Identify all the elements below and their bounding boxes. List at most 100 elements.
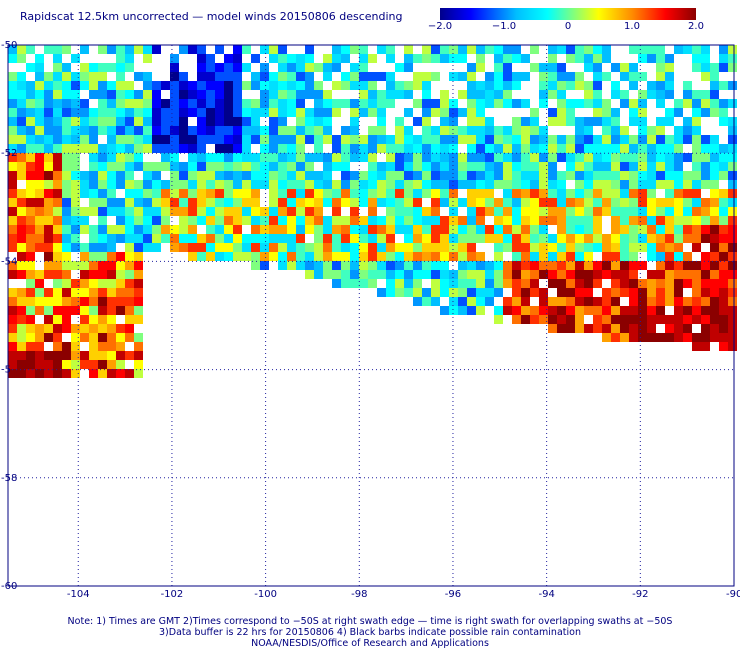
swath-cell bbox=[53, 189, 62, 198]
swath-cell bbox=[80, 225, 89, 234]
swath-cell bbox=[449, 279, 458, 288]
swath-cell bbox=[674, 306, 683, 315]
swath-cell bbox=[278, 126, 287, 135]
swath-cell bbox=[422, 297, 431, 306]
swath-cell bbox=[611, 171, 620, 180]
swath-cell bbox=[35, 126, 44, 135]
swath-cell bbox=[404, 135, 413, 144]
swath-cell bbox=[683, 270, 692, 279]
swath-cell bbox=[197, 243, 206, 252]
swath-cell bbox=[656, 72, 665, 81]
swath-cell bbox=[188, 216, 197, 225]
swath-cell bbox=[602, 270, 611, 279]
swath-cell bbox=[503, 144, 512, 153]
swath-cell bbox=[386, 225, 395, 234]
swath-cell bbox=[26, 315, 35, 324]
swath-cell bbox=[134, 126, 143, 135]
note-line-2: 3)Data buffer is 22 hrs for 20150806 4) … bbox=[159, 627, 581, 638]
swath-cell bbox=[584, 234, 593, 243]
swath-cell bbox=[197, 72, 206, 81]
swath-cell bbox=[26, 234, 35, 243]
swath-cell bbox=[359, 216, 368, 225]
swath-cell bbox=[44, 99, 53, 108]
swath-cell bbox=[701, 54, 710, 63]
swath-cell bbox=[62, 360, 71, 369]
swath-cell bbox=[377, 45, 386, 54]
swath-cell bbox=[449, 270, 458, 279]
swath-cell bbox=[440, 270, 449, 279]
swath-cell bbox=[161, 216, 170, 225]
swath-cell bbox=[278, 243, 287, 252]
swath-cell bbox=[80, 117, 89, 126]
swath-cell bbox=[44, 234, 53, 243]
swath-cell bbox=[71, 324, 80, 333]
swath-cell bbox=[728, 342, 737, 351]
swath-cell bbox=[125, 216, 134, 225]
swath-cell bbox=[125, 81, 134, 90]
swath-cell bbox=[197, 171, 206, 180]
swath-cell bbox=[134, 45, 143, 54]
swath-cell bbox=[215, 117, 224, 126]
swath-cell bbox=[602, 297, 611, 306]
swath-cell bbox=[530, 117, 539, 126]
swath-cell bbox=[638, 108, 647, 117]
swath-cell bbox=[728, 144, 737, 153]
swath-cell bbox=[8, 369, 17, 378]
swath-cell bbox=[161, 144, 170, 153]
swath-cell bbox=[242, 234, 251, 243]
swath-cell bbox=[26, 117, 35, 126]
swath-cell bbox=[719, 153, 728, 162]
swath-cell bbox=[638, 216, 647, 225]
swath-cell bbox=[629, 288, 638, 297]
swath-cell bbox=[593, 162, 602, 171]
swath-cell bbox=[341, 180, 350, 189]
swath-cell bbox=[728, 63, 737, 72]
swath-cell bbox=[404, 180, 413, 189]
swath-cell bbox=[719, 81, 728, 90]
swath-cell bbox=[314, 234, 323, 243]
swath-cell bbox=[494, 99, 503, 108]
swath-cell bbox=[647, 90, 656, 99]
swath-cell bbox=[548, 135, 557, 144]
swath-cell bbox=[89, 288, 98, 297]
swath-cell bbox=[233, 108, 242, 117]
swath-cell bbox=[539, 153, 548, 162]
swath-cell bbox=[656, 216, 665, 225]
swath-cell bbox=[71, 369, 80, 378]
swath-cell bbox=[566, 81, 575, 90]
swath-cell bbox=[584, 180, 593, 189]
swath-cell bbox=[431, 126, 440, 135]
swath-cell bbox=[395, 279, 404, 288]
swath-cell bbox=[665, 243, 674, 252]
swath-cell bbox=[467, 288, 476, 297]
swath-cell bbox=[350, 45, 359, 54]
swath-cell bbox=[566, 162, 575, 171]
swath-cell bbox=[494, 126, 503, 135]
swath-cell bbox=[602, 144, 611, 153]
swath-cell bbox=[17, 135, 26, 144]
swath-cell bbox=[440, 243, 449, 252]
swath-cell bbox=[692, 225, 701, 234]
swath-cell bbox=[710, 189, 719, 198]
swath-cell bbox=[611, 252, 620, 261]
swath-cell bbox=[278, 252, 287, 261]
swath-cell bbox=[143, 117, 152, 126]
swath-cell bbox=[170, 180, 179, 189]
swath-cell bbox=[584, 135, 593, 144]
swath-cell bbox=[26, 189, 35, 198]
swath-cell bbox=[215, 108, 224, 117]
swath-cell bbox=[494, 252, 503, 261]
swath-cell bbox=[377, 252, 386, 261]
swath-cell bbox=[323, 108, 332, 117]
swath-cell bbox=[125, 261, 134, 270]
swath-cell bbox=[305, 180, 314, 189]
swath-cell bbox=[485, 144, 494, 153]
swath-cell bbox=[233, 153, 242, 162]
swath-cell bbox=[395, 171, 404, 180]
swath-cell bbox=[206, 126, 215, 135]
swath-cell bbox=[404, 63, 413, 72]
swath-cell bbox=[44, 297, 53, 306]
swath-cell bbox=[98, 207, 107, 216]
swath-cell bbox=[620, 90, 629, 99]
swath-cell bbox=[260, 144, 269, 153]
